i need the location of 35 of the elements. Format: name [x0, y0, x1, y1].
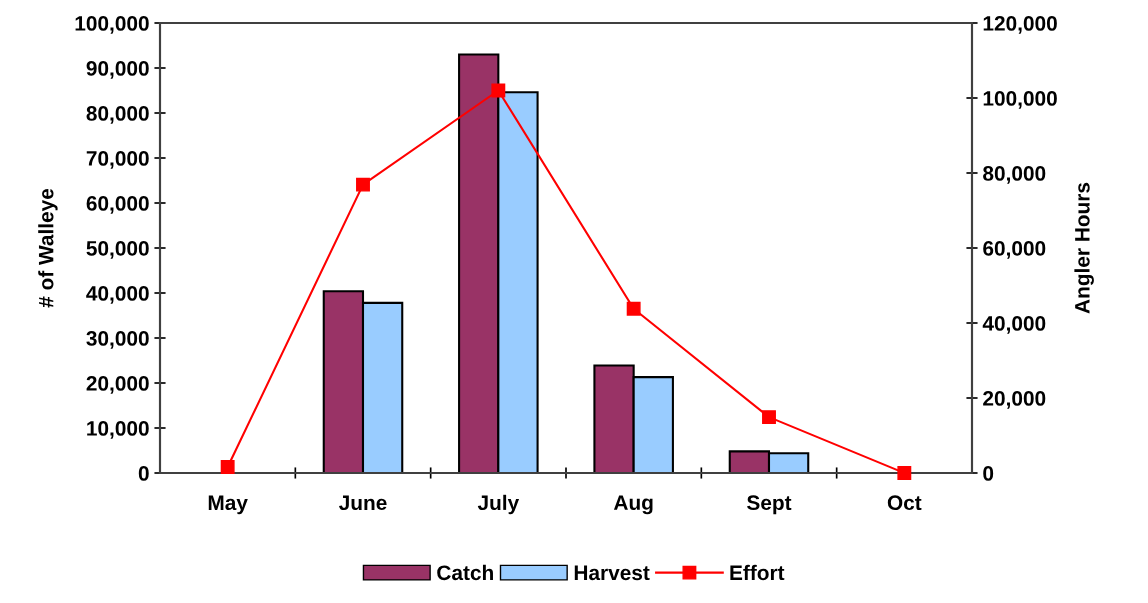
legend-label: Harvest — [574, 565, 650, 581]
y-tick-label: 90,000 — [86, 61, 149, 79]
y2-tick-label: 60,000 — [983, 241, 1046, 259]
legend-label: Catch — [437, 564, 493, 581]
y-tick-label: 0 — [138, 466, 149, 481]
point — [762, 410, 776, 425]
legend-label: Effort — [730, 564, 785, 581]
point — [491, 83, 506, 98]
point — [220, 460, 235, 474]
y-tick-label: 10,000 — [87, 421, 149, 439]
x-tick-label: June — [339, 495, 387, 511]
point — [626, 301, 641, 316]
x-tick-label: May — [208, 495, 248, 515]
y-tick-label: 50,000 — [86, 241, 149, 259]
x-tick-label: July — [477, 494, 520, 515]
y-tick-label: 20,000 — [86, 376, 149, 394]
y-tick-label: 100,000 — [75, 16, 149, 34]
y2-tick-label: 40,000 — [982, 316, 1046, 334]
x-tick-label: Sept — [747, 495, 792, 515]
y-tick-label: 40,000 — [86, 286, 149, 304]
y-tick-label: 70,000 — [86, 151, 149, 169]
y2-axis-title: Angler Hours — [1074, 182, 1094, 314]
y2-tick-label: 20,000 — [983, 391, 1046, 409]
y2-tick-label: 120,000 — [983, 16, 1057, 34]
point — [897, 466, 912, 480]
point — [356, 177, 370, 192]
y2-tick-label: 80,000 — [983, 166, 1046, 184]
y-tick-label: 60,000 — [86, 196, 149, 214]
y-tick-label: 30,000 — [86, 331, 149, 349]
y2-tick-label: 0 — [983, 466, 994, 481]
y-axis-title: # of Walleye — [38, 188, 58, 308]
x-tick-label: Aug — [613, 495, 653, 515]
y2-tick-label: 100,000 — [983, 91, 1057, 109]
x-tick-label: Oct — [887, 495, 922, 511]
y-tick-label: 80,000 — [86, 106, 149, 124]
